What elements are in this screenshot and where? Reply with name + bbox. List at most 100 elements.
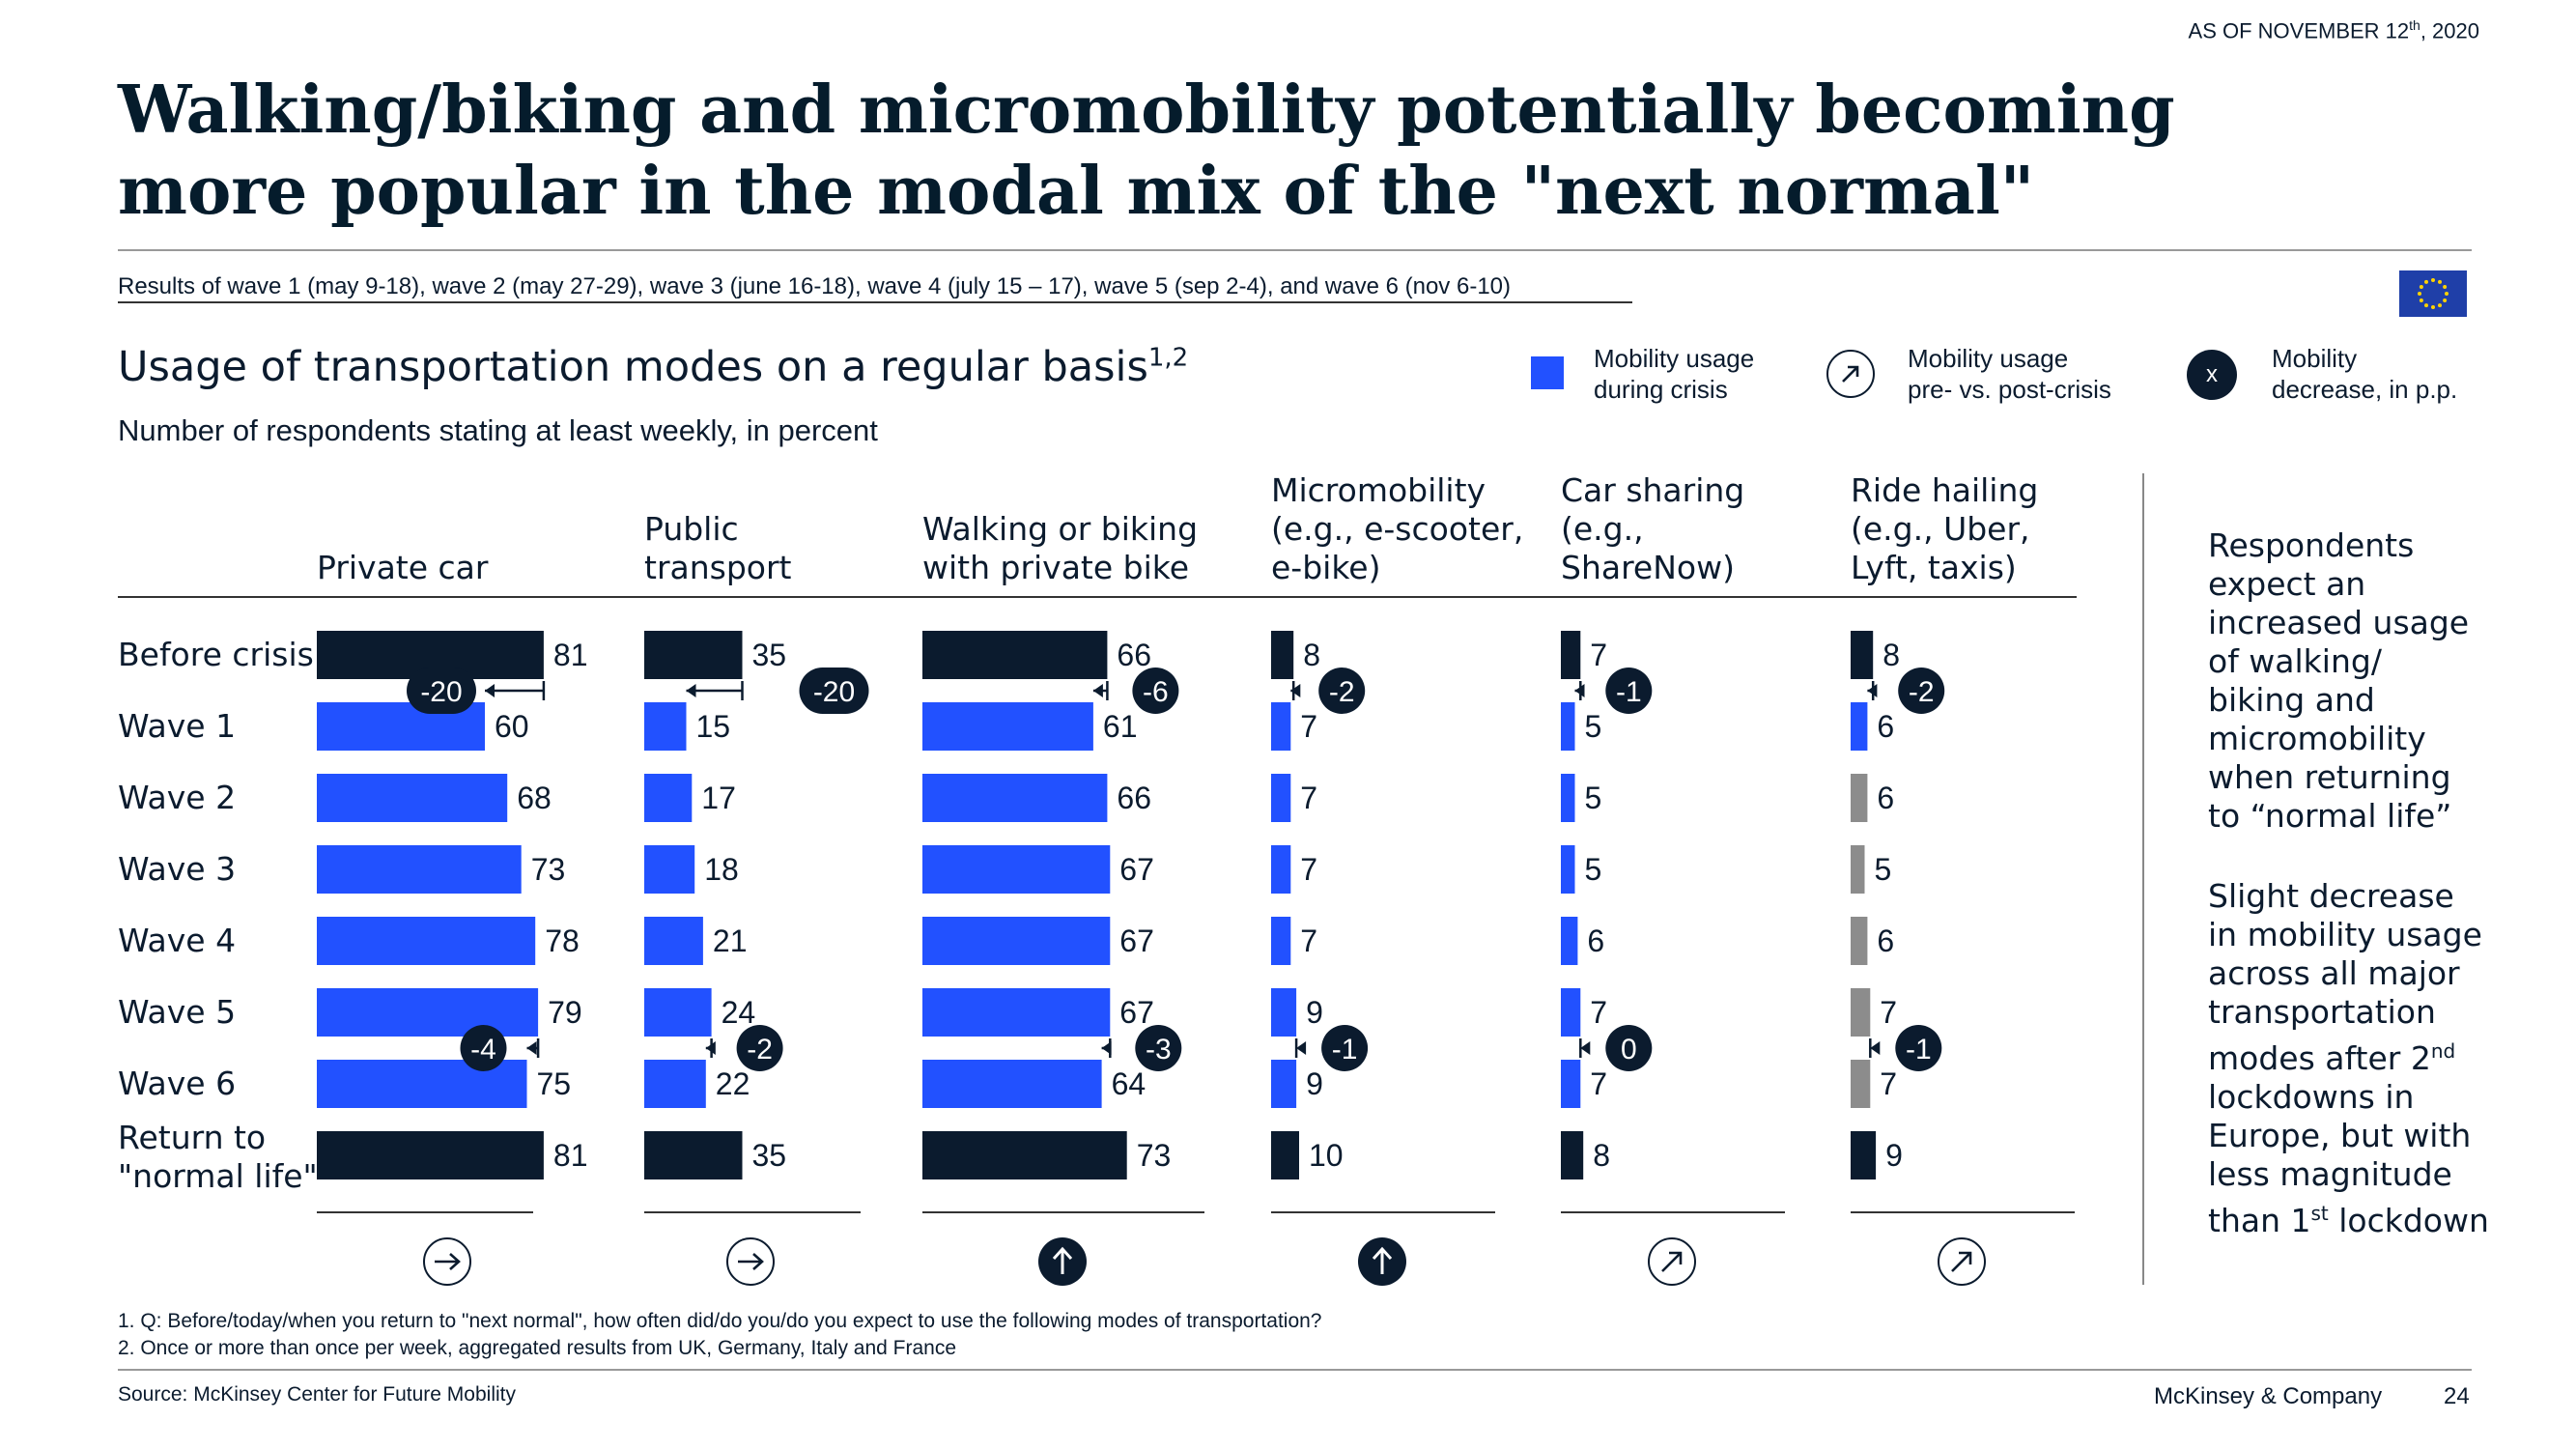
col-header-micromobility: Micromobility (e.g., e-scooter, e-bike)	[1271, 471, 1524, 586]
bar-car-sharing-wave-3	[1561, 845, 1575, 894]
bar-ride-hailing-wave-6	[1851, 1060, 1871, 1108]
decrease-bracket-arrow	[1580, 1041, 1591, 1055]
decrease-bracket-arrow	[705, 1041, 716, 1055]
value-label-private-car-wave-4: 78	[545, 923, 580, 958]
value-label-walking-or-biking-with-private-bike-wave-5: 67	[1119, 995, 1154, 1030]
title-rule	[118, 249, 2472, 251]
value-label-private-car-return-to-normal-life: 81	[553, 1138, 588, 1173]
col-header-car-sharing: Car sharing (e.g., ShareNow)	[1561, 471, 1745, 586]
as-of-date: AS OF NOVEMBER 12th, 2020	[2188, 17, 2479, 43]
value-label-ride-hailing-wave-1: 6	[1877, 709, 1894, 744]
col-header-ride-hailing: Ride hailing (e.g., Uber, Lyft, taxis)	[1851, 471, 2039, 586]
col-header-walking-biking: Walking or biking with private bike	[922, 510, 1199, 586]
bar-ride-hailing-wave-4	[1851, 917, 1868, 965]
value-label-public-transport-wave-6: 22	[716, 1066, 750, 1101]
page-title: Walking/biking and micromobility potenti…	[118, 71, 2175, 230]
row-label-return-1: Return to	[118, 1119, 267, 1156]
value-label-car-sharing-wave-5: 7	[1590, 995, 1607, 1030]
trend-up-arrow-glyph	[1052, 1246, 1073, 1274]
eu-flag-icon	[2399, 270, 2467, 317]
value-label-public-transport-wave-2: 17	[701, 781, 736, 815]
decrease-badge-micromobility	[1318, 668, 1366, 714]
bar-private-car-wave-3	[317, 845, 522, 894]
value-label-walking-or-biking-with-private-bike-wave-6: 64	[1112, 1066, 1146, 1101]
value-label-car-sharing-wave-4: 6	[1587, 923, 1604, 958]
legend-decrease-label: Mobility decrease, in p.p.	[2272, 344, 2458, 404]
value-label-ride-hailing-wave-2: 6	[1877, 781, 1894, 815]
value-label-ride-hailing-wave-4: 6	[1877, 923, 1894, 958]
brand-name: McKinsey & Company	[2154, 1383, 2383, 1409]
decrease-badge-ride-hailing	[1898, 668, 1945, 714]
row-label-wave-1: Wave 1	[118, 707, 237, 745]
value-label-micromobility-wave-4: 7	[1300, 923, 1317, 958]
value-label-public-transport-wave-5: 24	[722, 995, 756, 1030]
decrease-label-ride-hailing: -1	[1906, 1034, 1932, 1065]
value-label-walking-or-biking-with-private-bike-wave-2: 66	[1117, 781, 1151, 815]
bar-private-car-wave-5	[317, 988, 539, 1037]
decrease-badge-private-car	[460, 1025, 507, 1071]
bar-car-sharing-before-crisis	[1561, 631, 1581, 679]
decrease-bracket-arrow	[1574, 684, 1585, 697]
value-label-private-car-wave-5: 79	[548, 995, 582, 1030]
bar-ride-hailing-before-crisis	[1851, 631, 1874, 679]
section-title: Usage of transportation modes on a regul…	[118, 343, 1189, 391]
bar-walking-or-biking-with-private-bike-before-crisis	[922, 631, 1108, 679]
decrease-badge-micromobility	[1321, 1025, 1369, 1071]
value-label-private-car-before-crisis: 81	[553, 638, 588, 672]
bar-public-transport-wave-2	[644, 774, 693, 822]
header-rule	[118, 596, 2077, 598]
value-label-micromobility-return-to-normal-life: 10	[1309, 1138, 1344, 1173]
eu-star	[2438, 303, 2442, 308]
bar-ride-hailing-wave-3	[1851, 845, 1865, 894]
bar-public-transport-wave-5	[644, 988, 712, 1037]
bar-car-sharing-return-to-normal-life	[1561, 1131, 1584, 1179]
value-label-ride-hailing-wave-3: 5	[1875, 852, 1892, 887]
value-label-public-transport-before-crisis: 35	[752, 638, 787, 672]
value-label-car-sharing-wave-6: 7	[1590, 1066, 1607, 1101]
decrease-bracket-arrow	[1290, 684, 1301, 697]
legend-decrease-icon: x	[2187, 350, 2237, 400]
legend-pre-post-label: Mobility usage pre- vs. post-crisis	[1908, 344, 2111, 404]
value-label-walking-or-biking-with-private-bike-before-crisis: 66	[1117, 638, 1151, 672]
decrease-badge-walking-or-biking-with-private-bike	[1135, 1025, 1182, 1071]
bar-walking-or-biking-with-private-bike-wave-4	[922, 917, 1111, 965]
section-subtitle: Number of respondents stating at least w…	[118, 413, 878, 447]
bar-car-sharing-wave-4	[1561, 917, 1578, 965]
decrease-bracket-arrow	[485, 684, 495, 697]
trend-up-arrow-glyph	[1372, 1246, 1393, 1274]
bar-car-sharing-wave-1	[1561, 702, 1575, 751]
value-label-private-car-wave-6: 75	[537, 1066, 572, 1101]
decrease-label-car-sharing: -1	[1616, 676, 1642, 708]
decrease-badge-ride-hailing	[1895, 1025, 1942, 1071]
bar-ride-hailing-wave-1	[1851, 702, 1868, 751]
value-label-car-sharing-wave-2: 5	[1585, 781, 1602, 815]
decrease-label-micromobility: -2	[1329, 676, 1355, 708]
eu-star	[2431, 278, 2435, 282]
decrease-bracket-arrow	[1867, 684, 1878, 697]
bar-ride-hailing-wave-2	[1851, 774, 1868, 822]
row-label-wave-6: Wave 6	[118, 1065, 237, 1102]
decrease-badge-public-transport	[736, 1025, 783, 1071]
value-label-private-car-wave-3: 73	[531, 852, 566, 887]
wave-subtitle-underline	[118, 301, 1632, 303]
bar-micromobility-wave-5	[1271, 988, 1297, 1037]
footnote-2: 2. Once or more than once per week, aggr…	[118, 1337, 957, 1359]
decrease-label-public-transport: -20	[813, 676, 855, 708]
value-label-walking-or-biking-with-private-bike-wave-3: 67	[1119, 852, 1154, 887]
bar-micromobility-wave-1	[1271, 702, 1291, 751]
value-label-public-transport-return-to-normal-life: 35	[752, 1138, 787, 1173]
bar-micromobility-before-crisis	[1271, 631, 1294, 679]
bar-micromobility-return-to-normal-life	[1271, 1131, 1299, 1179]
trend-right-arrow-glyph	[435, 1253, 461, 1270]
value-label-walking-or-biking-with-private-bike-wave-4: 67	[1119, 923, 1154, 958]
source-note: Source: McKinsey Center for Future Mobil…	[118, 1383, 516, 1406]
bar-private-car-return-to-normal-life	[317, 1131, 544, 1179]
eu-star	[2431, 305, 2435, 309]
row-label-wave-4: Wave 4	[118, 922, 237, 959]
trend-diag-arrow-glyph	[1661, 1251, 1683, 1272]
decrease-label-car-sharing: 0	[1621, 1034, 1637, 1065]
eu-star	[2418, 292, 2421, 296]
value-label-car-sharing-wave-1: 5	[1585, 709, 1602, 744]
value-label-micromobility-before-crisis: 8	[1303, 638, 1320, 672]
decrease-bracket-arrow	[1092, 684, 1103, 697]
